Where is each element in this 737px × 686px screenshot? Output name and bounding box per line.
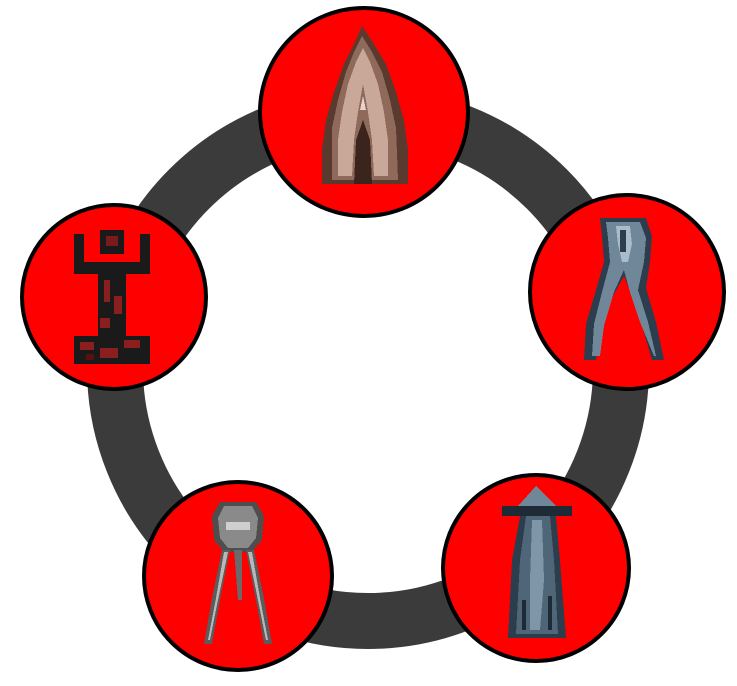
node-bottom-right[interactable] bbox=[441, 473, 631, 663]
pincer-arch-icon bbox=[584, 218, 664, 360]
node-top[interactable] bbox=[258, 6, 470, 218]
mushroom-tower-icon bbox=[502, 486, 572, 638]
brown-spire-icon bbox=[322, 26, 408, 184]
node-right[interactable] bbox=[528, 193, 726, 391]
node-left[interactable] bbox=[20, 203, 208, 391]
totem-figure-icon bbox=[74, 230, 150, 364]
tripod-walker-icon bbox=[204, 502, 272, 644]
node-bottom-left[interactable] bbox=[142, 480, 334, 672]
node-disc bbox=[528, 193, 726, 391]
